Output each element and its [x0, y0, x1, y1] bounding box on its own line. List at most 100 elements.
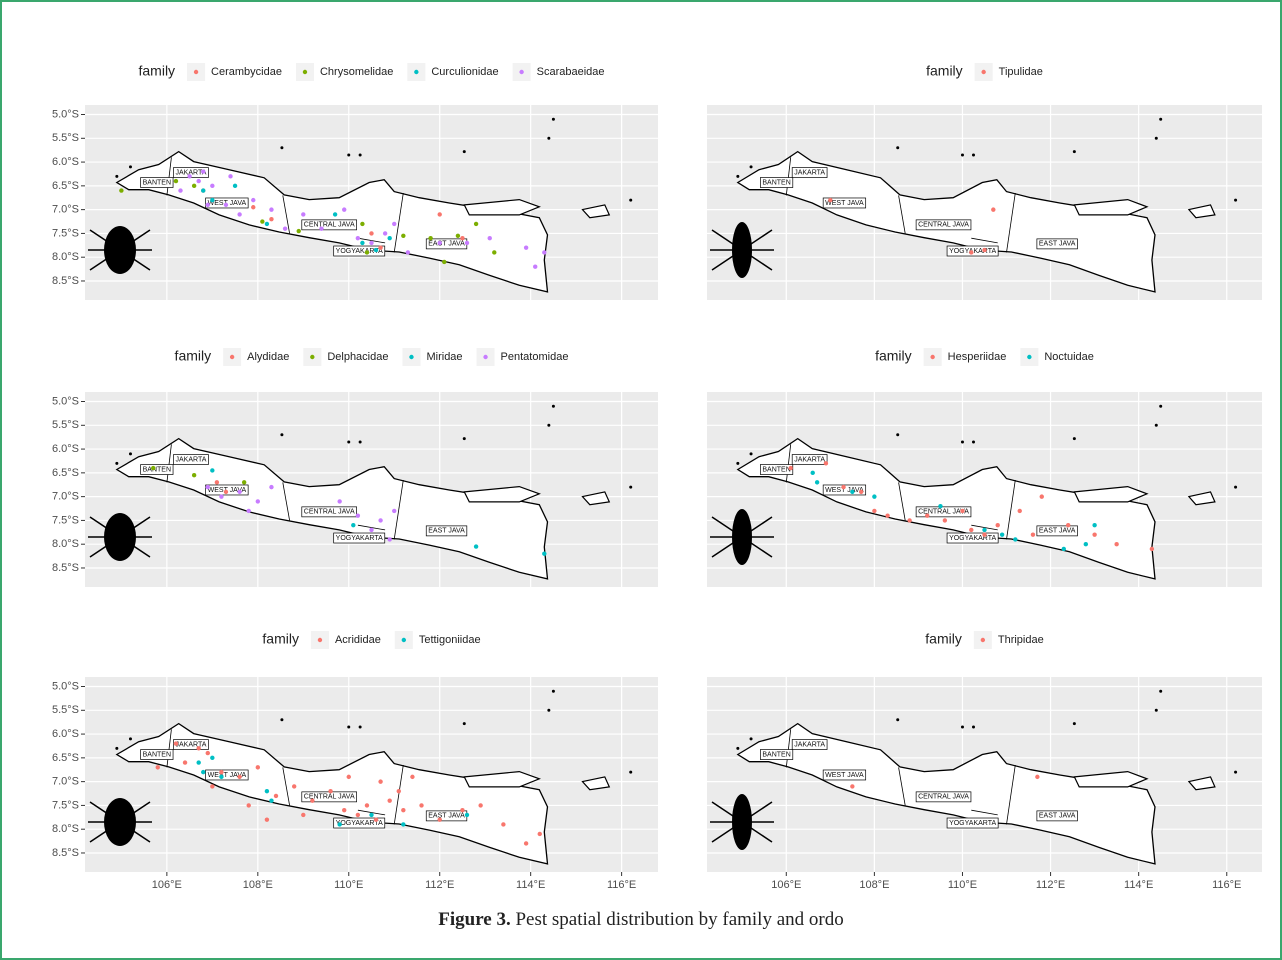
- islet: [896, 433, 899, 436]
- data-point: [192, 184, 196, 188]
- y-tick-label: 8.0°S: [52, 823, 79, 835]
- islet: [1155, 424, 1158, 427]
- y-tick-label: 7.5°S: [52, 227, 79, 239]
- province-label: JAKARTA: [176, 741, 207, 748]
- data-point: [256, 765, 260, 769]
- x-tick-label: 106°E: [152, 879, 182, 891]
- islet: [961, 440, 964, 443]
- province-label: CENTRAL JAVA: [918, 222, 969, 229]
- islet: [1073, 722, 1076, 725]
- islet: [280, 718, 283, 721]
- province-label: BANTEN: [762, 466, 790, 473]
- islet: [750, 452, 753, 455]
- data-point: [219, 770, 223, 774]
- data-point: [383, 231, 387, 235]
- legend-swatch: [930, 355, 934, 359]
- x-tick-label: 108°E: [859, 879, 889, 891]
- data-point: [991, 207, 995, 211]
- data-point: [465, 241, 469, 245]
- islet: [463, 722, 466, 725]
- islet: [1234, 771, 1237, 774]
- islet: [347, 153, 350, 156]
- data-point: [201, 169, 205, 173]
- data-point: [907, 518, 911, 522]
- islet: [1234, 199, 1237, 202]
- islet: [359, 725, 362, 728]
- data-point: [811, 471, 815, 475]
- data-point: [360, 241, 364, 245]
- y-tick-label: 6.5°S: [52, 467, 79, 479]
- data-point: [960, 509, 964, 513]
- islet: [547, 709, 550, 712]
- panel: 106°E108°E110°E112°E114°E116°EBANTENJAKA…: [707, 677, 1262, 891]
- data-point: [542, 552, 546, 556]
- province-label: JAKARTA: [176, 456, 207, 463]
- data-point: [378, 245, 382, 249]
- legend-label: Curculionidae: [431, 66, 498, 78]
- legend-title: family: [875, 348, 912, 364]
- data-point: [982, 248, 986, 252]
- province-label: YOGYAKARTA: [336, 535, 383, 542]
- x-tick-label: 108°E: [243, 879, 273, 891]
- legend-swatch: [303, 70, 307, 74]
- x-tick-label: 112°E: [1036, 879, 1065, 891]
- data-point: [292, 784, 296, 788]
- islet: [750, 165, 753, 168]
- legend-swatch: [318, 638, 322, 642]
- data-point: [982, 528, 986, 532]
- islet: [115, 175, 118, 178]
- province-label: YOGYAKARTA: [949, 535, 996, 542]
- y-tick-label: 6.5°S: [52, 180, 79, 192]
- islet: [1073, 150, 1076, 153]
- legend-label: Chrysomelidae: [320, 66, 393, 78]
- data-point: [196, 179, 200, 183]
- data-point: [538, 832, 542, 836]
- province-label: EAST JAVA: [1039, 241, 1076, 248]
- data-point: [210, 184, 214, 188]
- data-point: [406, 250, 410, 254]
- y-tick-label: 7.5°S: [52, 514, 79, 526]
- data-point: [274, 794, 278, 798]
- data-point: [301, 212, 305, 216]
- data-point: [356, 813, 360, 817]
- data-point: [265, 789, 269, 793]
- x-tick-label: 110°E: [334, 879, 363, 891]
- province-label: EAST JAVA: [1039, 528, 1076, 535]
- data-point: [1092, 532, 1096, 536]
- province-label: EAST JAVA: [428, 241, 465, 248]
- data-point: [237, 490, 241, 494]
- legend-label: Alydidae: [247, 351, 289, 363]
- data-point: [1114, 542, 1118, 546]
- data-point: [256, 499, 260, 503]
- data-point: [233, 184, 237, 188]
- data-point: [392, 509, 396, 513]
- data-point: [442, 260, 446, 264]
- data-point: [828, 198, 832, 202]
- legend-swatch: [981, 70, 985, 74]
- y-tick-label: 6.0°S: [52, 728, 79, 740]
- legend-swatch: [414, 70, 418, 74]
- data-point: [378, 779, 382, 783]
- y-tick-label: 5.0°S: [52, 395, 79, 407]
- data-point: [387, 236, 391, 240]
- data-point: [501, 822, 505, 826]
- islet: [629, 199, 632, 202]
- data-point: [215, 480, 219, 484]
- data-point: [1000, 532, 1004, 536]
- data-point: [333, 212, 337, 216]
- islet: [115, 462, 118, 465]
- x-tick-label: 116°E: [1212, 879, 1241, 891]
- islet: [961, 153, 964, 156]
- data-point: [456, 234, 460, 238]
- data-point: [859, 490, 863, 494]
- islet: [961, 725, 964, 728]
- islet: [359, 153, 362, 156]
- data-point: [369, 813, 373, 817]
- y-tick-label: 7.0°S: [52, 776, 79, 788]
- islet: [1234, 486, 1237, 489]
- y-tick-label: 7.0°S: [52, 204, 79, 216]
- data-point: [841, 485, 845, 489]
- y-tick-label: 6.0°S: [52, 443, 79, 455]
- data-point: [1092, 523, 1096, 527]
- islet: [129, 452, 132, 455]
